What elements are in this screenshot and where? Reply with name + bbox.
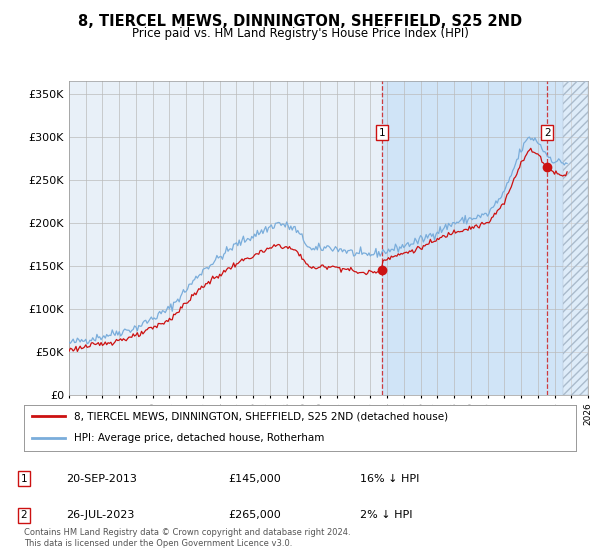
Bar xyxy=(563,81,588,395)
Text: Contains HM Land Registry data © Crown copyright and database right 2024.
This d: Contains HM Land Registry data © Crown c… xyxy=(24,528,350,548)
Text: 2% ↓ HPI: 2% ↓ HPI xyxy=(360,510,413,520)
Text: 2: 2 xyxy=(544,128,550,138)
Text: 1: 1 xyxy=(20,474,28,484)
Text: HPI: Average price, detached house, Rotherham: HPI: Average price, detached house, Roth… xyxy=(74,433,324,443)
Text: 8, TIERCEL MEWS, DINNINGTON, SHEFFIELD, S25 2ND (detached house): 8, TIERCEL MEWS, DINNINGTON, SHEFFIELD, … xyxy=(74,412,448,421)
Text: 2: 2 xyxy=(20,510,28,520)
Text: £145,000: £145,000 xyxy=(228,474,281,484)
Text: 16% ↓ HPI: 16% ↓ HPI xyxy=(360,474,419,484)
Text: £265,000: £265,000 xyxy=(228,510,281,520)
Text: 20-SEP-2013: 20-SEP-2013 xyxy=(66,474,137,484)
Bar xyxy=(382,81,588,395)
Text: Price paid vs. HM Land Registry's House Price Index (HPI): Price paid vs. HM Land Registry's House … xyxy=(131,27,469,40)
Text: 26-JUL-2023: 26-JUL-2023 xyxy=(66,510,134,520)
Text: 1: 1 xyxy=(379,128,386,138)
Text: 8, TIERCEL MEWS, DINNINGTON, SHEFFIELD, S25 2ND: 8, TIERCEL MEWS, DINNINGTON, SHEFFIELD, … xyxy=(78,14,522,29)
Bar xyxy=(563,81,588,395)
